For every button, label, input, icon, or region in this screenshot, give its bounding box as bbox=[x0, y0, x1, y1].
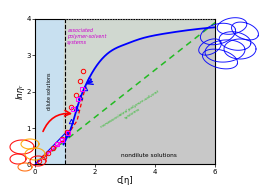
Text: nonassociated polymer-solvent
systems: nonassociated polymer-solvent systems bbox=[100, 90, 162, 133]
X-axis label: c[η]: c[η] bbox=[117, 176, 133, 185]
Bar bbox=[35, 19, 65, 164]
Text: dilute solutions: dilute solutions bbox=[48, 73, 52, 110]
Text: nondilute solutions: nondilute solutions bbox=[121, 153, 177, 158]
Y-axis label: lnηᵣ: lnηᵣ bbox=[16, 84, 25, 99]
Polygon shape bbox=[63, 19, 215, 144]
Text: associated
polymer-solvent
systems: associated polymer-solvent systems bbox=[68, 28, 107, 45]
